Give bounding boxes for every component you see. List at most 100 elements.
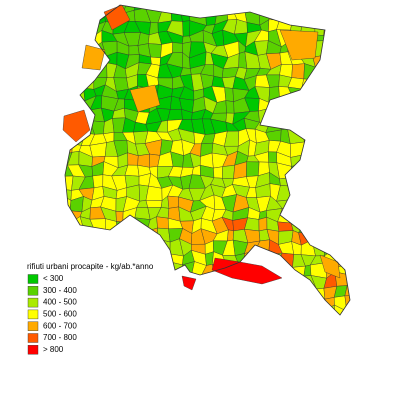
municipality	[301, 162, 314, 176]
municipality	[145, 185, 163, 201]
municipality	[156, 304, 173, 315]
municipality	[331, 90, 347, 100]
municipality	[101, 275, 115, 289]
municipality	[113, 77, 129, 92]
municipality	[331, 144, 348, 153]
municipality	[376, 9, 392, 25]
municipality	[368, 22, 379, 35]
municipality	[365, 210, 378, 222]
municipality	[65, 74, 73, 92]
municipality	[309, 97, 328, 111]
municipality	[81, 44, 106, 71]
municipality	[380, 241, 389, 254]
municipality	[376, 261, 393, 273]
municipality	[278, 307, 295, 315]
municipality	[333, 173, 348, 191]
municipality	[346, 143, 350, 153]
municipality	[371, 250, 382, 266]
municipality	[368, 33, 380, 46]
municipality	[392, 66, 400, 79]
municipality	[342, 62, 350, 78]
municipality	[311, 316, 326, 328]
legend-label: 700 - 800	[43, 333, 77, 342]
municipality	[279, 177, 291, 187]
municipality	[270, 5, 282, 12]
municipality	[155, 261, 171, 278]
municipality	[303, 211, 317, 222]
municipality	[367, 288, 381, 301]
municipality	[216, 299, 228, 309]
municipality	[179, 320, 195, 331]
municipality	[321, 110, 339, 122]
municipality	[335, 130, 348, 146]
municipality	[83, 5, 94, 11]
municipality	[160, 5, 174, 10]
municipality	[355, 63, 372, 76]
municipality	[291, 63, 305, 80]
legend-swatch	[27, 274, 39, 284]
municipality	[357, 220, 371, 233]
municipality	[156, 294, 173, 306]
municipality	[160, 276, 170, 290]
municipality	[391, 34, 400, 46]
municipalities	[65, 5, 400, 332]
municipality	[299, 296, 314, 311]
municipality	[376, 273, 392, 289]
municipality	[390, 179, 400, 188]
municipality	[289, 185, 306, 200]
municipality	[80, 75, 94, 90]
municipality	[65, 52, 74, 68]
municipality	[389, 300, 400, 309]
municipality	[124, 296, 140, 309]
municipality	[114, 283, 129, 298]
municipality	[346, 32, 350, 46]
municipality	[323, 88, 339, 100]
municipality	[365, 185, 381, 200]
municipality	[323, 34, 339, 45]
municipality	[324, 316, 336, 328]
municipality	[323, 74, 339, 92]
municipality	[65, 40, 74, 57]
municipality	[342, 58, 350, 65]
municipality	[355, 12, 369, 21]
municipality	[366, 156, 382, 165]
municipality	[79, 316, 91, 332]
municipality	[135, 272, 149, 286]
municipality	[246, 305, 260, 315]
municipality	[112, 294, 129, 308]
municipality	[302, 305, 314, 315]
municipality	[345, 95, 350, 112]
municipality	[389, 231, 400, 244]
municipality	[65, 232, 70, 246]
municipality	[368, 122, 382, 132]
municipality	[268, 8, 282, 21]
municipality	[354, 123, 369, 133]
municipality	[345, 88, 350, 102]
municipality	[311, 296, 326, 311]
municipality	[365, 218, 378, 233]
municipality	[65, 220, 70, 234]
municipality	[367, 273, 381, 289]
municipality	[336, 232, 349, 243]
municipality	[376, 76, 393, 91]
municipality	[133, 229, 148, 244]
municipality	[370, 320, 380, 330]
municipality	[309, 163, 328, 176]
municipality	[357, 264, 371, 277]
municipality	[391, 23, 400, 35]
municipality	[346, 310, 350, 315]
municipality	[342, 205, 350, 221]
municipality	[387, 96, 400, 112]
municipality	[369, 44, 381, 55]
municipality	[380, 53, 393, 69]
municipality	[332, 205, 345, 223]
legend-swatch	[27, 333, 39, 343]
municipality	[320, 151, 338, 169]
municipality	[289, 172, 303, 188]
municipality	[125, 271, 141, 286]
municipality	[310, 184, 328, 200]
municipality	[201, 296, 218, 311]
municipality	[89, 304, 107, 315]
municipality	[145, 238, 161, 257]
